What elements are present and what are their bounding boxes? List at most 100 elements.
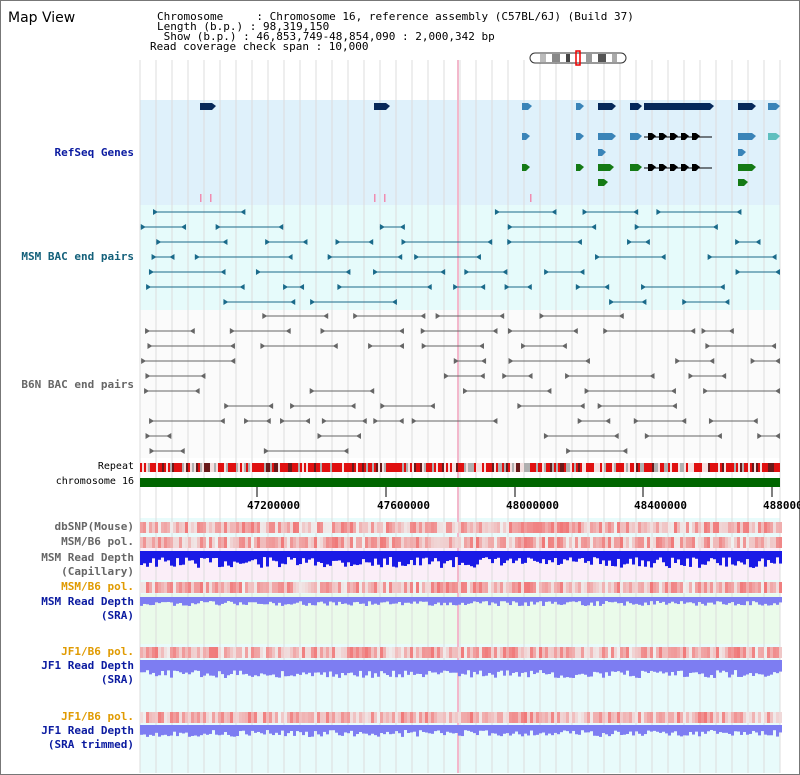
track-label-msm-pol-1[interactable]: MSM/B6 pol. [61,535,134,548]
track-label-jf1-pol-2[interactable]: JF1/B6 pol. [61,710,134,723]
track-label-refseq[interactable]: RefSeq Genes [54,146,134,159]
depth-bar [680,597,683,602]
depth-bar [761,725,764,732]
track-label-msm-depth-capillary[interactable]: MSM Read Depth (Capillary) [41,551,134,578]
depth-bar [695,551,698,559]
track-label-jf1-pol-1[interactable]: JF1/B6 pol. [61,645,134,658]
pol-cell [653,537,656,548]
pol-cell [710,537,713,548]
refseq-gene [738,149,746,156]
depth-bar [347,725,350,734]
depth-bar [290,660,293,676]
depth-bar [743,551,746,565]
pol-cell [764,647,767,658]
pair-end [721,373,727,379]
pol-cell [425,712,428,723]
pol-cell [236,647,239,658]
depth-bar [683,597,686,604]
depth-bar [227,660,230,676]
depth-bar [680,660,683,671]
track-label-repeat[interactable]: Repeat [97,461,134,472]
pol-cell [455,537,458,548]
pol-cell [644,712,647,723]
pol-cell [593,522,596,533]
depth-bar [590,660,593,677]
repeat-block [596,463,598,472]
track-label-msm-bac[interactable]: MSM BAC end pairs [21,250,134,263]
repeat-block [456,463,458,472]
repeat-block [506,463,508,472]
depth-bar [503,660,506,676]
pol-cell [569,582,572,593]
pol-cell [188,712,191,723]
pol-cell [401,647,404,658]
pol-cell [749,647,752,658]
depth-bar [476,597,479,602]
track-label-jf1-depth-sra[interactable]: JF1 Read Depth (SRA) [41,659,134,686]
pol-cell [440,712,443,723]
depth-bar [617,660,620,672]
pol-cell [746,537,749,548]
depth-bar [236,660,239,676]
depth-bar [473,660,476,672]
b6n-bac-pair [543,433,619,439]
pol-cell [152,537,155,548]
depth-bar [398,597,401,602]
depth-bar [566,597,569,603]
pol-cell [461,537,464,548]
pol-cell [755,522,758,533]
depth-bar [497,597,500,606]
pol-cell [674,537,677,548]
depth-bar [764,660,767,677]
pol-cell [518,537,521,548]
depth-bar [740,725,743,735]
pol-cell [671,712,674,723]
track-label-b6n-bac[interactable]: B6N BAC end pairs [21,378,134,391]
repeat-block [358,463,360,472]
depth-bar [350,725,353,731]
pair-end [577,418,583,424]
pol-cell [182,522,185,533]
pair-end [561,343,567,349]
pol-cell [179,522,182,533]
pol-cell [551,522,554,533]
depth-bar [269,660,272,676]
pol-cell [566,647,569,658]
pol-cell [257,712,260,723]
pol-cell [698,537,701,548]
pol-cell [719,522,722,533]
depth-bar [356,725,359,735]
repeat-block [198,463,200,472]
track-label-msm-pol-2[interactable]: MSM/B6 pol. [61,580,134,593]
pol-cell [458,647,461,658]
track-label-msm-depth-sra[interactable]: MSM Read Depth (SRA) [41,595,134,622]
pol-cell [419,522,422,533]
depth-bar [218,725,221,736]
depth-bar [524,597,527,603]
depth-bar [524,551,527,563]
pair-end [576,239,582,245]
msm-bac-pair [609,299,647,305]
depth-bar [272,551,275,561]
pol-cell [212,537,215,548]
gene-exon [598,149,602,156]
depth-bar [548,551,551,561]
depth-bar [458,551,461,565]
repeat-block [200,463,202,472]
depth-bar [629,597,632,604]
repeat-block [336,463,338,472]
pol-cell [350,647,353,658]
pair-end [604,284,610,290]
pol-cell [374,712,377,723]
pol-cell [149,522,152,533]
depth-bar [500,660,503,671]
depth-bar [482,551,485,558]
track-label-dbsnp[interactable]: dbSNP(Mouse) [54,520,134,533]
depth-bar [662,660,665,674]
pol-cell [275,647,278,658]
msm-bac-pair [634,224,718,230]
track-label-jf1-depth-trimmed[interactable]: JF1 Read Depth (SRA trimmed) [41,724,134,751]
pol-cell [182,647,185,658]
depth-bar [170,660,173,678]
